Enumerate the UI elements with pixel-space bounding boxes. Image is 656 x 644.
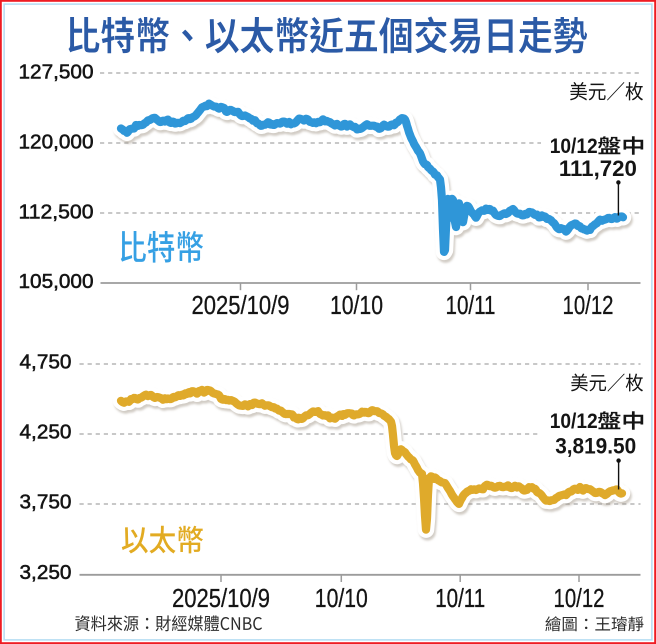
svg-text:10/12: 10/12	[550, 409, 598, 433]
svg-text:2025/10/9: 2025/10/9	[172, 583, 270, 613]
svg-text:4,250: 4,250	[20, 420, 72, 443]
svg-text:3,819.50: 3,819.50	[555, 434, 636, 459]
svg-text:105,000: 105,000	[19, 270, 94, 293]
svg-text:111,720: 111,720	[559, 156, 637, 181]
svg-text:10/12: 10/12	[563, 290, 614, 320]
svg-text:10/12: 10/12	[550, 134, 598, 158]
svg-text:10/10: 10/10	[315, 583, 368, 613]
svg-text:10/11: 10/11	[435, 583, 485, 613]
svg-text:3,750: 3,750	[20, 490, 72, 513]
svg-text:3,250: 3,250	[20, 561, 72, 584]
svg-text:10/11: 10/11	[446, 290, 496, 320]
svg-text:127,500: 127,500	[19, 60, 94, 83]
svg-text:2025/10/9: 2025/10/9	[192, 290, 290, 320]
svg-text:120,000: 120,000	[19, 130, 94, 153]
svg-text:112,500: 112,500	[19, 200, 94, 223]
svg-text:10/12: 10/12	[554, 583, 605, 613]
svg-text:4,750: 4,750	[20, 350, 72, 373]
svg-text:10/10: 10/10	[330, 290, 383, 320]
